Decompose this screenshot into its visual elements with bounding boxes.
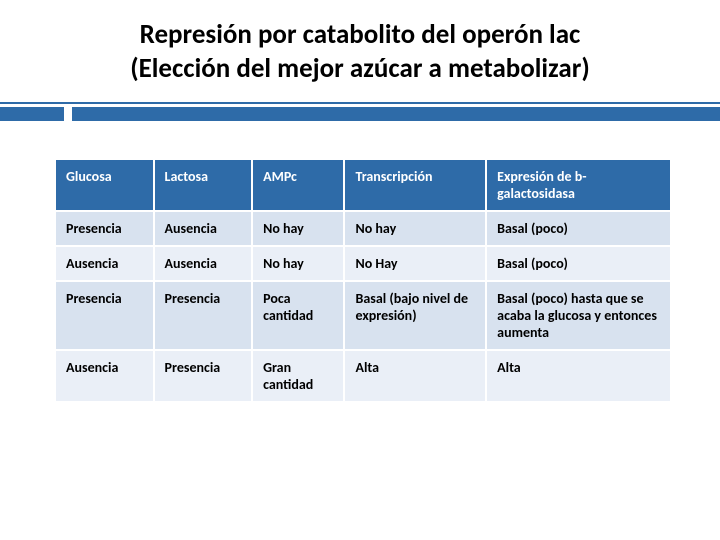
table-row: Ausencia Ausencia No hay No Hay Basal (p… — [55, 246, 671, 281]
cell: Poca cantidad — [252, 281, 344, 350]
cell: Presencia — [55, 211, 154, 246]
decor-long-bar — [72, 107, 720, 121]
cell: Presencia — [154, 281, 253, 350]
slide: Represión por catabolito del operón lac … — [0, 0, 720, 540]
col-header-lactosa: Lactosa — [154, 159, 253, 211]
table-container: Glucosa Lactosa AMPc Transcripción Expre… — [0, 128, 720, 403]
title-underline-decor — [0, 100, 720, 128]
slide-title-block: Represión por catabolito del operón lac … — [0, 0, 720, 94]
cell: Ausencia — [154, 246, 253, 281]
table-row: Presencia Ausencia No hay No hay Basal (… — [55, 211, 671, 246]
cell: No hay — [344, 211, 486, 246]
cell: Basal (bajo nivel de expresión) — [344, 281, 486, 350]
title-line-2: (Elección del mejor azúcar a metabolizar… — [130, 52, 590, 85]
table-row: Presencia Presencia Poca cantidad Basal … — [55, 281, 671, 350]
cell: Presencia — [154, 350, 253, 402]
title-line-1: Represión por catabolito del operón lac — [140, 18, 581, 51]
catabolite-repression-table: Glucosa Lactosa AMPc Transcripción Expre… — [54, 158, 672, 403]
cell: Basal (poco) hasta que se acaba la gluco… — [486, 281, 671, 350]
col-header-ampc: AMPc — [252, 159, 344, 211]
cell: Alta — [344, 350, 486, 402]
table-header-row: Glucosa Lactosa AMPc Transcripción Expre… — [55, 159, 671, 211]
cell: Ausencia — [55, 246, 154, 281]
table-row: Ausencia Presencia Gran cantidad Alta Al… — [55, 350, 671, 402]
col-header-transcripcion: Transcripción — [344, 159, 486, 211]
slide-title: Represión por catabolito del operón lac … — [40, 18, 680, 86]
cell: Basal (poco) — [486, 211, 671, 246]
cell: Gran cantidad — [252, 350, 344, 402]
cell: No hay — [252, 246, 344, 281]
cell: Basal (poco) — [486, 246, 671, 281]
col-header-expresion: Expresión de b-galactosidasa — [486, 159, 671, 211]
decor-left-box — [0, 107, 64, 121]
cell: Ausencia — [154, 211, 253, 246]
cell: No hay — [252, 211, 344, 246]
cell: Alta — [486, 350, 671, 402]
cell: Presencia — [55, 281, 154, 350]
cell: No Hay — [344, 246, 486, 281]
cell: Ausencia — [55, 350, 154, 402]
col-header-glucosa: Glucosa — [55, 159, 154, 211]
decor-thin-line — [0, 102, 720, 104]
